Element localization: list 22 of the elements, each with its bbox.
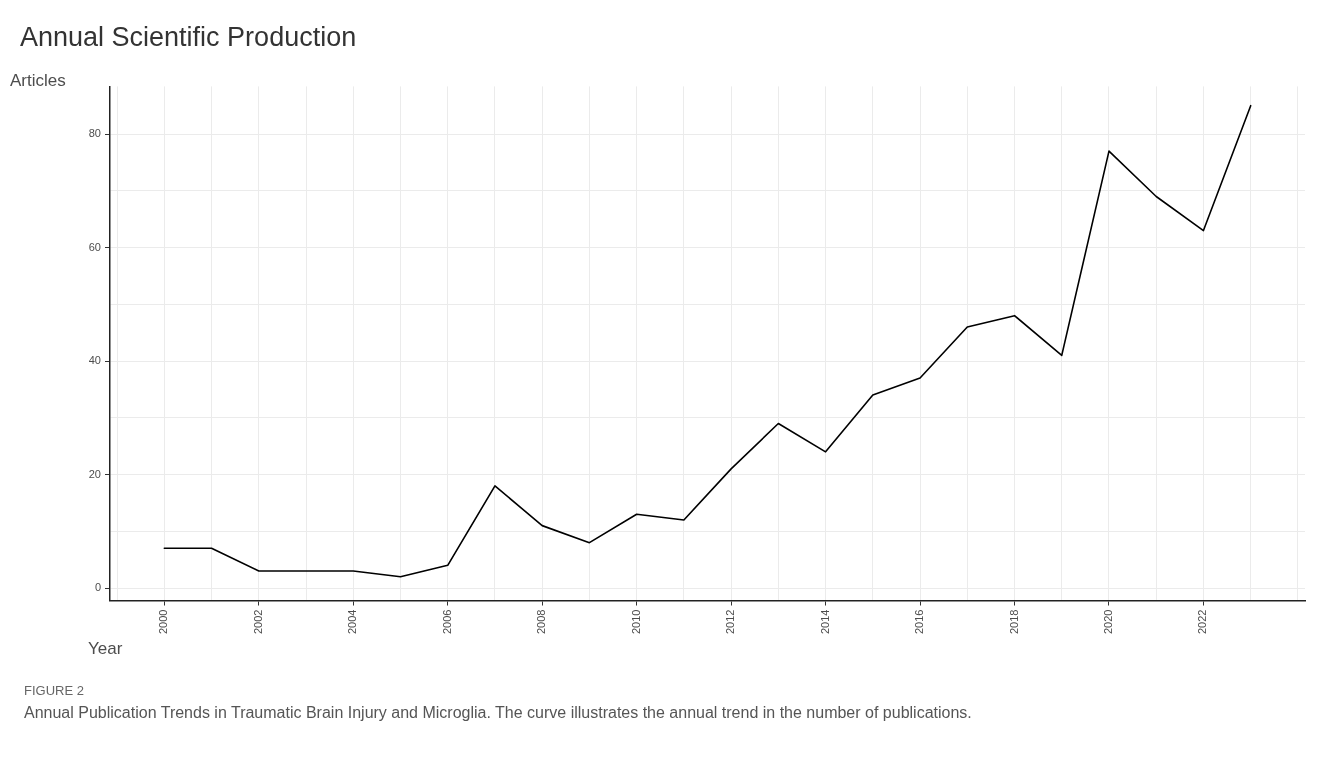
x-tick-label: 2006 (440, 609, 453, 635)
y-tick-label: 0 (94, 581, 101, 594)
x-axis-title: Year (88, 639, 123, 658)
x-tick-label: 2012 (724, 609, 737, 635)
y-tick-label: 60 (88, 240, 101, 253)
x-tick-label: 2022 (1196, 609, 1209, 635)
y-tick-label: 20 (88, 467, 101, 480)
x-tick-label: 2018 (1007, 609, 1020, 635)
x-tick-label: 2020 (1102, 609, 1115, 635)
x-tick-label: 2010 (629, 609, 642, 635)
x-tick-label: 2008 (535, 609, 548, 635)
x-tick-label: 2014 (818, 609, 831, 635)
x-tick-label: 2000 (157, 609, 170, 635)
x-tick-label: 2016 (913, 609, 926, 635)
text: Annual Publication Trends in Traumatic Brain Injury and Microglia. The curve illustrates the annual trend in the number of publications. (24, 704, 973, 722)
x-tick-label: 2002 (251, 609, 264, 635)
y-axis-title: Articles (10, 71, 66, 91)
chart-title: Annual Scientific Production (20, 21, 357, 52)
y-tick-label: 80 (88, 127, 101, 140)
x-tick-label: 2004 (346, 609, 359, 635)
caption: FIGURE 2 (24, 683, 85, 698)
y-tick-label: 40 (88, 354, 101, 367)
